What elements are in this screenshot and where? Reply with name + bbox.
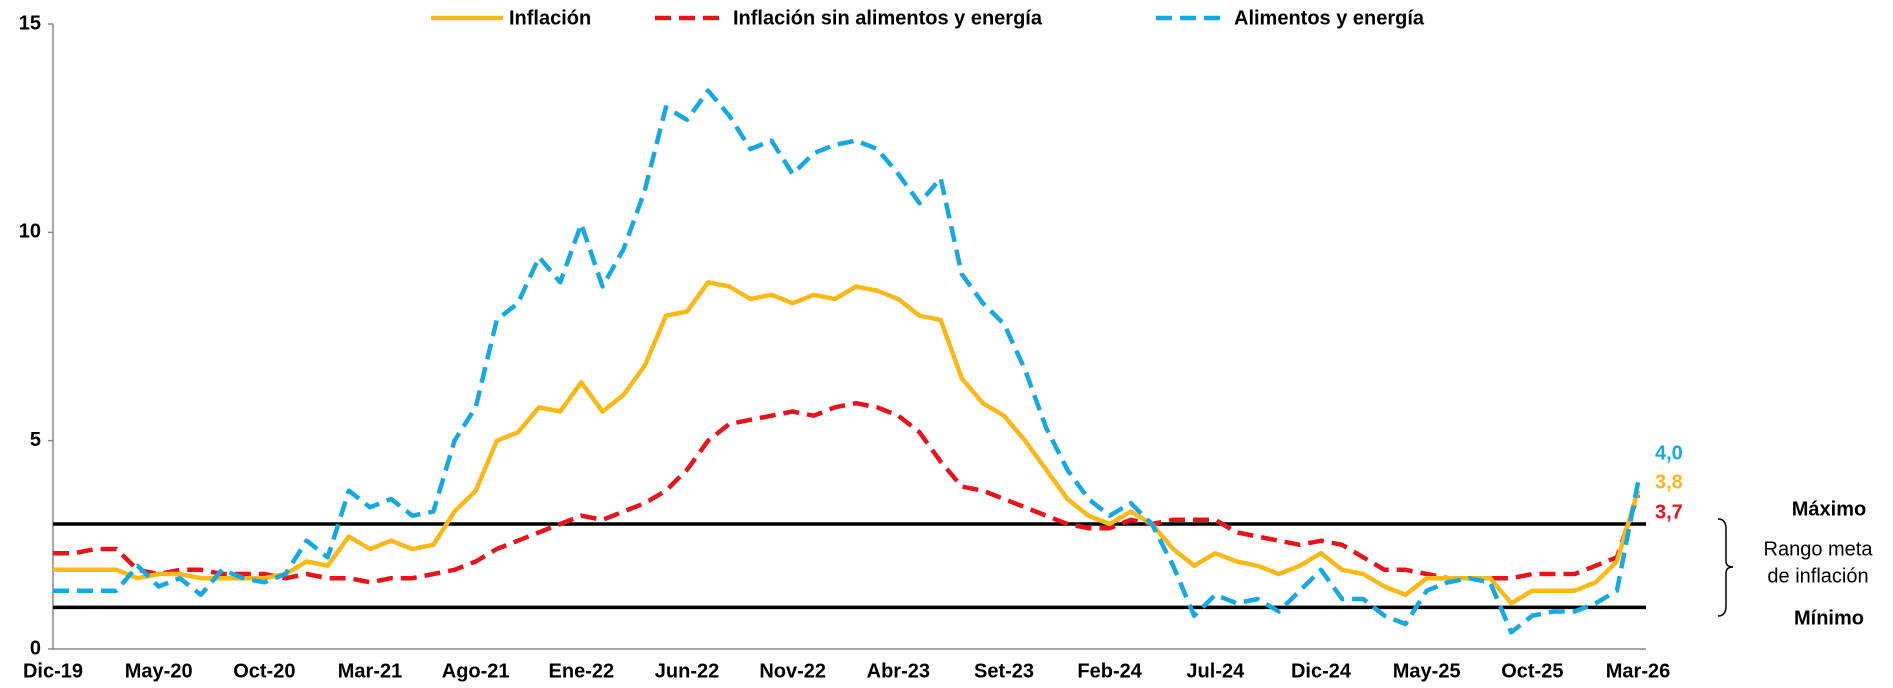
max-label: Máximo	[1792, 498, 1866, 520]
x-tick-label: Dic-19	[23, 660, 83, 682]
legend-label: Alimentos y energía	[1234, 7, 1425, 29]
series-line	[53, 280, 1641, 606]
x-tick-label: Jul-24	[1186, 660, 1245, 682]
x-tick-label: Ene-22	[549, 660, 615, 682]
end-label: 4,0	[1655, 442, 1683, 464]
y-tick-label: 10	[19, 221, 41, 243]
x-tick-label: Set-23	[974, 660, 1034, 682]
x-tick-label: Oct-20	[233, 660, 295, 682]
x-tick-label: Oct-25	[1501, 660, 1563, 682]
x-tick-label: Feb-24	[1077, 660, 1142, 682]
legend-label: Inflación sin alimentos y energía	[733, 7, 1043, 29]
range-label: de inflación	[1767, 565, 1868, 587]
x-tick-label: Abr-23	[867, 660, 930, 682]
x-tick-label: Mar-21	[338, 660, 402, 682]
y-tick-label: 15	[19, 12, 41, 34]
y-tick-label: 0	[30, 637, 41, 659]
x-tick-label: Mar-26	[1606, 660, 1670, 682]
legend-label: Inflación	[509, 7, 591, 29]
end-label: 3,7	[1655, 501, 1683, 523]
min-label: Mínimo	[1794, 607, 1864, 629]
series-line	[53, 400, 1641, 585]
x-tick-label: Dic-24	[1291, 660, 1352, 682]
x-tick-label: May-20	[125, 660, 193, 682]
range-brace	[1717, 518, 1734, 617]
y-tick-label: 5	[30, 429, 41, 451]
series-line	[53, 88, 1641, 635]
x-tick-label: May-25	[1393, 660, 1461, 682]
range-label: Rango meta	[1764, 538, 1874, 560]
end-label: 3,8	[1655, 471, 1683, 493]
x-tick-label: Nov-22	[759, 660, 826, 682]
x-tick-label: Ago-21	[442, 660, 510, 682]
x-tick-label: Jun-22	[655, 660, 719, 682]
